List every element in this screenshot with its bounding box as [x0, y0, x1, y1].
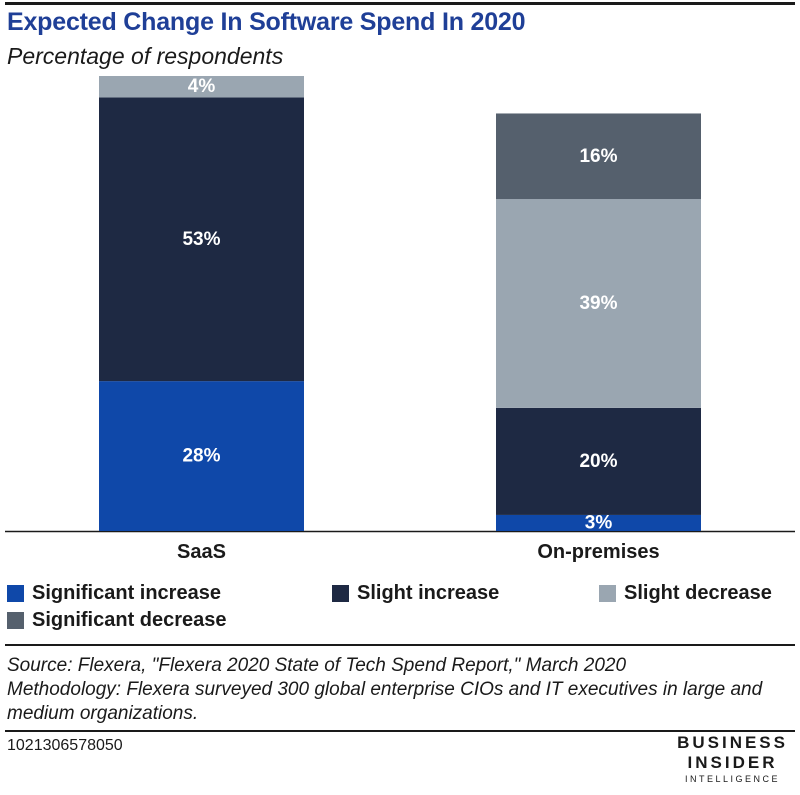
- stacked-bar-chart: 28% 53% 4% SaaS 3% 20% 39% 16% On-premises: [5, 76, 795, 563]
- legend-item-slight-increase: Slight increase: [332, 582, 499, 605]
- legend-label: Slight increase: [357, 582, 500, 604]
- business-insider-intelligence-logo: BUSINESS INSIDER INTELLIGENCE: [677, 733, 788, 785]
- footer-divider: [5, 644, 795, 646]
- legend-swatch: [332, 585, 349, 602]
- bar-segment-on-premises-slight-decrease: [496, 199, 701, 408]
- bar-segment-on-premises-slight-increase: [496, 407, 701, 515]
- data-label: 53%: [182, 229, 220, 250]
- legend-swatch: [599, 585, 616, 602]
- legend-label: Slight decrease: [624, 582, 772, 604]
- chart-title: Expected Change In Software Spend In 202…: [7, 8, 526, 36]
- data-label: 20%: [579, 451, 617, 472]
- source-text: Source: Flexera, "Flexera 2020 State of …: [7, 655, 627, 676]
- data-label: 4%: [188, 76, 216, 97]
- data-label: 28%: [182, 446, 220, 467]
- legend-item-significant-decrease: Significant decrease: [7, 609, 227, 632]
- data-label: 3%: [585, 512, 613, 533]
- bar-segment-saas-slight-decrease: [99, 76, 304, 98]
- chart-id: 1021306578050: [7, 737, 123, 754]
- data-label: 16%: [579, 146, 617, 167]
- data-label: 39%: [579, 293, 617, 314]
- bottom-divider: [5, 730, 795, 732]
- bar-segment-saas-significant-increase: [99, 381, 304, 531]
- bar-segment-saas-slight-increase: [99, 97, 304, 382]
- logo-line-2: INSIDER: [687, 753, 778, 772]
- bar-segment-on-premises-significant-decrease: [496, 113, 701, 200]
- legend-item-significant-increase: Significant increase: [7, 582, 221, 605]
- chart-subtitle: Percentage of respondents: [7, 43, 284, 69]
- logo-line-3: INTELLIGENCE: [685, 774, 781, 784]
- legend-swatch: [7, 612, 24, 629]
- legend-swatch: [7, 585, 24, 602]
- top-rule: [5, 2, 795, 5]
- legend: Significant increase Slight increase Sli…: [7, 578, 797, 638]
- methodology-text: Methodology: Flexera surveyed 300 global…: [7, 679, 763, 724]
- legend-label: Significant decrease: [32, 609, 227, 631]
- source-note: Source: Flexera, "Flexera 2020 State of …: [7, 654, 797, 726]
- legend-item-slight-decrease: Slight decrease: [599, 582, 772, 605]
- category-label: On-premises: [537, 541, 659, 563]
- bar-segment-on-premises-significant-increase: [496, 514, 701, 531]
- logo-line-1: BUSINESS: [677, 733, 788, 752]
- category-label: SaaS: [177, 541, 226, 563]
- legend-label: Significant increase: [32, 582, 221, 604]
